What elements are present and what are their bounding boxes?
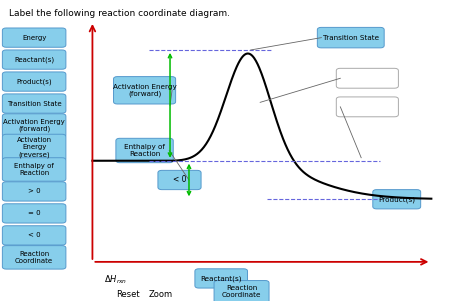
Text: Reactant(s): Reactant(s) (14, 56, 54, 63)
FancyBboxPatch shape (2, 158, 66, 181)
FancyBboxPatch shape (2, 114, 66, 137)
Text: < 0: < 0 (173, 175, 186, 185)
FancyBboxPatch shape (113, 77, 175, 104)
Text: Transition State: Transition State (7, 101, 62, 107)
FancyBboxPatch shape (195, 269, 247, 288)
Text: = 0: = 0 (28, 210, 40, 216)
Text: Transition State: Transition State (323, 35, 379, 41)
Text: Label the following reaction coordinate diagram.: Label the following reaction coordinate … (9, 9, 230, 18)
FancyBboxPatch shape (336, 97, 398, 117)
FancyBboxPatch shape (2, 134, 66, 161)
Text: $\Delta H_{rxn}$: $\Delta H_{rxn}$ (104, 274, 128, 287)
FancyBboxPatch shape (2, 204, 66, 223)
FancyBboxPatch shape (2, 182, 66, 201)
Text: Reaction
Coordinate: Reaction Coordinate (222, 285, 261, 299)
FancyBboxPatch shape (2, 28, 66, 47)
Text: < 0: < 0 (28, 232, 40, 238)
Text: Activation
Energy
(reverse): Activation Energy (reverse) (17, 137, 52, 158)
Text: Reactant(s): Reactant(s) (201, 275, 242, 282)
Text: Enthalpy of
Reaction: Enthalpy of Reaction (14, 163, 54, 176)
Text: Reset: Reset (116, 290, 140, 299)
Text: Product(s): Product(s) (16, 78, 52, 85)
Text: Energy: Energy (22, 35, 46, 41)
FancyBboxPatch shape (214, 281, 269, 301)
Text: Reaction
Coordinate: Reaction Coordinate (15, 251, 53, 264)
FancyBboxPatch shape (158, 170, 201, 190)
FancyBboxPatch shape (2, 246, 66, 269)
FancyBboxPatch shape (2, 72, 66, 91)
FancyBboxPatch shape (318, 27, 384, 48)
FancyBboxPatch shape (116, 138, 173, 163)
Text: Product(s): Product(s) (378, 196, 415, 203)
Text: > 0: > 0 (28, 188, 40, 194)
Text: Enthalpy of
Reaction: Enthalpy of Reaction (124, 144, 165, 157)
FancyBboxPatch shape (2, 226, 66, 245)
FancyBboxPatch shape (336, 68, 398, 88)
Text: Zoom: Zoom (149, 290, 173, 299)
FancyBboxPatch shape (2, 50, 66, 69)
Text: Activation Energy
(forward): Activation Energy (forward) (113, 84, 176, 97)
FancyBboxPatch shape (2, 94, 66, 113)
Text: Activation Energy
(forward): Activation Energy (forward) (3, 119, 65, 132)
FancyBboxPatch shape (373, 190, 421, 209)
